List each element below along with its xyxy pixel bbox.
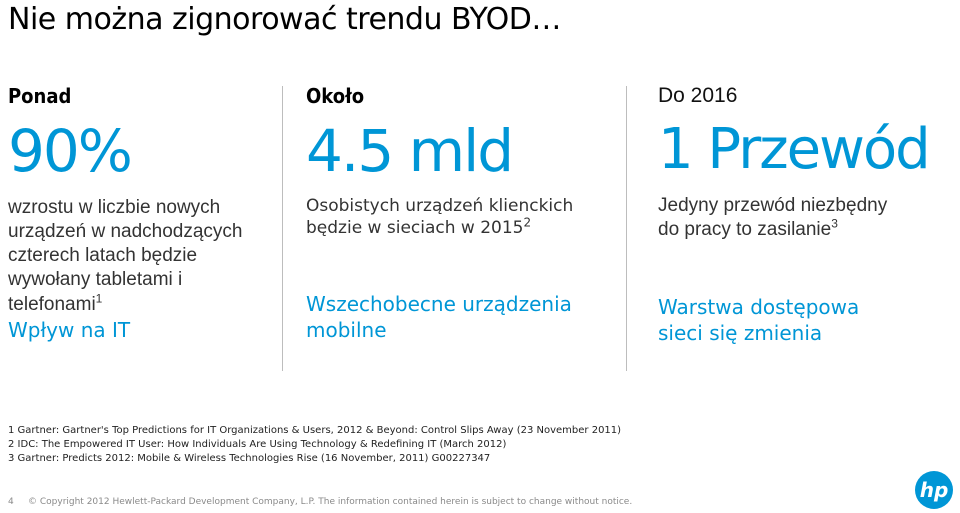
stat-value: 4.5 mld	[306, 117, 514, 185]
stat-description: wzrostu w liczbie nowych urządzeń w nadc…	[8, 196, 268, 317]
copyright-notice: © Copyright 2012 Hewlett-Packard Develop…	[28, 497, 633, 507]
column-divider	[282, 86, 283, 371]
column-divider	[626, 86, 627, 371]
stat-column-2: Około 4.5 mld Osobistych urządzeń klienc…	[306, 84, 606, 343]
accent-line: Warstwa dostępowa	[658, 295, 860, 320]
desc-line: telefonami	[8, 293, 96, 315]
stat-value: 1 Przewód	[658, 117, 931, 182]
footnote-ref: 1	[95, 291, 103, 306]
stat-description: Jedyny przewód niezbędny do pracy to zas…	[658, 194, 958, 242]
stat-column-3: Do 2016 1 Przewód Jedyny przewód niezbęd…	[658, 84, 958, 346]
desc-line: wzrostu w liczbie nowych	[8, 197, 221, 218]
stat-description: Osobistych urządzeń klienckich będzie w …	[306, 196, 606, 239]
desc-line: urządzeń w nadchodzących	[8, 221, 243, 243]
stat-lead: Około	[306, 84, 365, 108]
stat-accent: Wpływ na IT	[8, 317, 131, 342]
desc-line: czterech latach będzie	[8, 245, 198, 267]
desc-line: Osobistych urządzeń klienckich	[306, 196, 574, 216]
page-number: 4	[8, 497, 14, 507]
desc-line: Jedyny przewód niezbędny	[658, 195, 888, 216]
footnotes: 1 Gartner: Gartner's Top Predictions for…	[8, 424, 621, 466]
desc-line: będzie w sieciach w 2015	[306, 217, 524, 238]
accent-line: sieci się zmienia	[658, 321, 823, 346]
footnote-ref: 3	[831, 216, 838, 231]
slide-title: Nie można zignorować trendu BYOD…	[8, 2, 561, 37]
stat-column-1: Ponad 90% wzrostu w liczbie nowych urząd…	[8, 84, 268, 343]
logo-text: hp	[920, 478, 949, 502]
footnote: 2 IDC: The Empowered IT User: How Indivi…	[8, 439, 507, 450]
accent-line: mobilne	[306, 318, 387, 343]
stat-value: 90%	[8, 117, 133, 185]
stat-lead: Do 2016	[658, 84, 738, 107]
stat-lead: Ponad	[8, 84, 72, 108]
stat-accent: Warstwa dostępowa sieci się zmienia	[658, 294, 958, 346]
desc-line: do pracy to zasilanie	[658, 219, 832, 241]
stat-accent: Wszechobecne urządzenia mobilne	[306, 291, 606, 343]
footnote: 1 Gartner: Gartner's Top Predictions for…	[8, 425, 622, 436]
hp-logo: hp	[915, 471, 953, 509]
accent-line: Wszechobecne urządzenia	[306, 292, 572, 317]
footnote-ref: 2	[523, 214, 532, 229]
footnote: 3 Gartner: Predicts 2012: Mobile & Wirel…	[8, 453, 491, 464]
desc-line: wywołany tabletami i	[8, 269, 183, 291]
